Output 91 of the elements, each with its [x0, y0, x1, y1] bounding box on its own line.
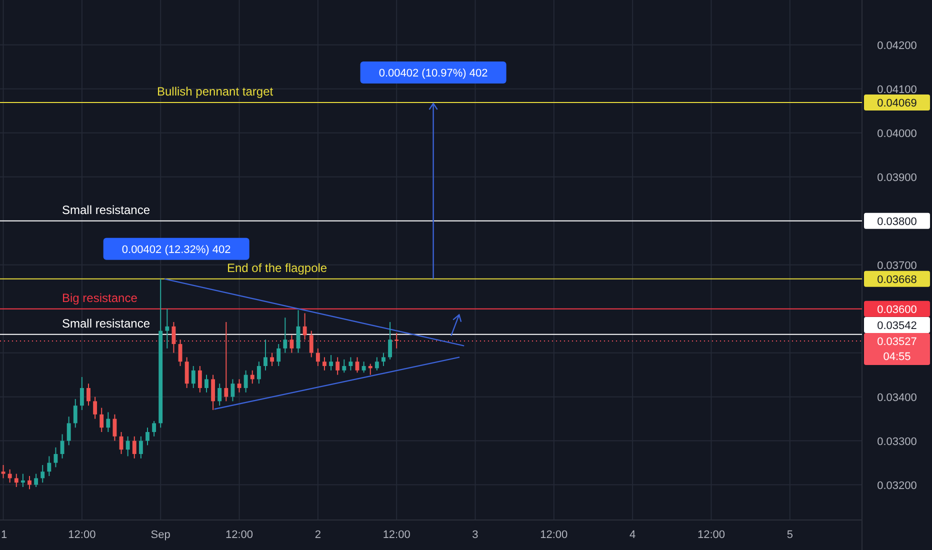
ref-line-label: End of the flagpole [227, 260, 328, 275]
annotation: 0.03527 [877, 336, 917, 348]
measure-tag: 0.00402 (10.97%) 402 [360, 62, 506, 84]
annotation: 0.03800 [877, 216, 917, 228]
ref-line-label: Small resistance [62, 202, 150, 217]
x-tick-label: Sep [150, 529, 170, 541]
ref-line-label: Big resistance [62, 290, 138, 305]
annotation: 0.04069 [877, 98, 917, 110]
y-tick-label: 0.03700 [877, 260, 917, 272]
x-tick-label: 2 [314, 529, 321, 541]
candlestick [290, 334, 294, 354]
candlestick [237, 378, 242, 393]
candlestick [230, 378, 235, 402]
candlestick [34, 473, 38, 488]
x-tick-label: 12:00 [697, 529, 725, 541]
candlestick [184, 356, 189, 389]
candlestick [362, 361, 366, 374]
candlestick [198, 366, 202, 393]
candlestick [276, 344, 281, 367]
candlestick [355, 356, 360, 374]
candlestick [146, 427, 150, 446]
annotation: 0.03542 [877, 320, 917, 332]
candlestick [204, 374, 208, 393]
y-tick-label: 0.04100 [877, 84, 917, 96]
y-tick-label: 0.03400 [877, 392, 917, 404]
x-tick-label: 5 [786, 529, 793, 541]
candlestick [47, 456, 52, 477]
candlestick [93, 396, 98, 420]
candlestick [382, 352, 386, 367]
candlestick [250, 370, 254, 384]
annotation: 0.00402 (12.32%) 402 [122, 244, 231, 256]
y-tick-label: 0.03300 [877, 436, 917, 448]
candlestick [316, 348, 320, 367]
x-tick-label: 4 [630, 529, 636, 541]
candlestick [322, 356, 326, 371]
y-tick-label: 0.04200 [877, 40, 917, 52]
x-tick-label: 12:00 [225, 529, 254, 541]
candlestick [86, 383, 90, 406]
candlestick [388, 322, 392, 360]
candlestick [100, 407, 104, 433]
candlestick [211, 374, 216, 411]
candlestick [80, 376, 84, 411]
candlestick [1, 464, 6, 479]
y-tick-label: 0.03900 [877, 172, 917, 184]
annotation: 0.00402 (10.97%) 402 [378, 68, 488, 80]
x-tick-label: 12:00 [382, 529, 410, 541]
candlestick [20, 473, 25, 488]
candlestick [172, 322, 176, 354]
candlestick [73, 398, 78, 428]
candlestick [224, 322, 228, 402]
candlestick [329, 354, 333, 371]
measure-tag: 0.00402 (12.32%) 402 [103, 238, 250, 260]
candlestick [191, 366, 196, 389]
candlestick [132, 436, 136, 459]
candlestick [28, 476, 32, 490]
candlestick [309, 330, 314, 358]
candlestick [348, 356, 353, 371]
candlestick [374, 356, 379, 371]
annotation: 0.03600 [877, 304, 917, 316]
x-tick-label: 12:00 [68, 529, 96, 541]
y-tick-label: 0.04000 [877, 128, 917, 140]
ref-line-label: Bullish pennant target [157, 84, 274, 99]
candlestick [106, 412, 110, 433]
candlestick [66, 416, 71, 446]
candlestick [256, 361, 261, 384]
x-tick-label: 12:00 [540, 529, 568, 541]
candlestick [270, 352, 274, 367]
ref-line-label: 04:55 [883, 350, 911, 363]
candlestick [218, 383, 222, 406]
candlestick [368, 363, 372, 376]
candlestick [264, 339, 268, 371]
candlestick [8, 468, 12, 484]
candlestick [126, 436, 130, 457]
candlestick [40, 464, 45, 484]
candlestick [165, 308, 170, 349]
x-tick-label: 3 [472, 529, 478, 541]
candlestick [244, 370, 248, 393]
y-tick-label: 0.03200 [877, 480, 917, 492]
candlestick [283, 317, 288, 354]
candlestick [112, 414, 117, 442]
ref-line-label: Small resistance [62, 316, 150, 330]
x-tick-label: 1 [0, 529, 8, 541]
candlestick [54, 446, 58, 468]
candlestick [394, 332, 399, 349]
annotation: 0.03668 [877, 274, 917, 286]
candlestick [302, 312, 307, 340]
candlestick [14, 473, 18, 488]
candlestick [138, 436, 143, 459]
candlestick [342, 358, 346, 374]
candlestick [152, 420, 156, 437]
candlestick [336, 356, 340, 376]
